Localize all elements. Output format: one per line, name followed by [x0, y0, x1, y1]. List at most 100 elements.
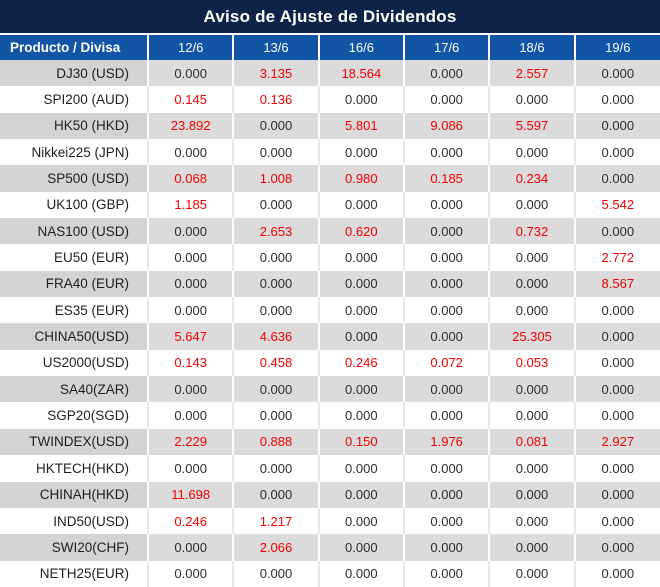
value-cell: 0.000 [402, 560, 490, 587]
value-cell: 0.000 [146, 402, 234, 429]
table-row: DJ30 (USD) 0.000 3.135 18.564 0.000 2.557 0.00… [0, 60, 660, 87]
value-cell: 0.000 [573, 165, 660, 192]
product-cell: HK50 (HKD) [0, 112, 148, 140]
value-cell: 0.888 [232, 428, 319, 456]
value-cell: 0.246 [146, 507, 234, 535]
table-row: SGP20(SGD) 0.000 0.000 0.000 0.000 0.000 0.000 [0, 402, 660, 429]
value-cell: 0.000 [146, 218, 234, 245]
product-cell: SWI20(CHF) [0, 534, 148, 561]
value-cell: 0.000 [146, 60, 234, 87]
product-cell: CHINA50(USD) [0, 323, 148, 350]
value-cell: 0.000 [573, 349, 660, 377]
table-row: US2000(USD) 0.143 0.458 0.246 0.072 0.053 0.00… [0, 349, 660, 377]
value-cell: 0.000 [317, 297, 404, 324]
table-row: SA40(ZAR) 0.000 0.000 0.000 0.000 0.000 0.000 [0, 376, 660, 403]
value-cell: 0.000 [232, 455, 319, 482]
date-column-header: 17/6 [402, 33, 490, 60]
value-cell: 2.229 [146, 428, 234, 456]
product-cell: HKTECH(HKD) [0, 455, 148, 482]
product-cell: IND50(USD) [0, 507, 148, 535]
product-cell: NAS100 (USD) [0, 218, 148, 245]
value-cell: 0.000 [402, 218, 490, 245]
value-cell: 0.000 [402, 60, 490, 87]
value-cell: 0.000 [232, 481, 319, 508]
value-cell: 0.246 [317, 349, 404, 377]
value-cell: 0.000 [232, 112, 319, 140]
value-cell: 0.000 [232, 139, 319, 166]
value-cell: 0.000 [146, 270, 234, 298]
product-cell: SGP20(SGD) [0, 402, 148, 429]
value-cell: 0.000 [402, 455, 490, 482]
value-cell: 5.542 [573, 191, 660, 219]
value-cell: 0.000 [573, 323, 660, 350]
table-row: SWI20(CHF) 0.000 2.066 0.000 0.000 0.000 0.000 [0, 534, 660, 561]
value-cell: 2.927 [573, 428, 660, 456]
value-cell: 0.000 [232, 402, 319, 429]
value-cell: 0.000 [488, 270, 575, 298]
value-cell: 0.000 [573, 139, 660, 166]
value-cell: 0.000 [146, 297, 234, 324]
value-cell: 0.000 [146, 560, 234, 587]
table-row: IND50(USD) 0.246 1.217 0.000 0.000 0.000 0.000 [0, 507, 660, 535]
value-cell: 0.000 [488, 402, 575, 429]
value-cell: 2.066 [232, 534, 319, 561]
value-cell: 0.000 [317, 560, 404, 587]
value-cell: 0.000 [232, 191, 319, 219]
product-column-header: Producto / Divisa [0, 33, 148, 60]
value-cell: 0.136 [232, 86, 319, 113]
product-cell: US2000(USD) [0, 349, 148, 377]
value-cell: 0.000 [232, 376, 319, 403]
value-cell: 0.150 [317, 428, 404, 456]
value-cell: 0.234 [488, 165, 575, 192]
value-cell: 0.000 [402, 507, 490, 535]
value-cell: 0.000 [488, 507, 575, 535]
value-cell: 0.000 [488, 139, 575, 166]
value-cell: 0.000 [317, 481, 404, 508]
product-cell: SPI200 (AUD) [0, 86, 148, 113]
value-cell: 0.000 [402, 139, 490, 166]
value-cell: 0.143 [146, 349, 234, 377]
value-cell: 1.976 [402, 428, 490, 456]
value-cell: 0.000 [146, 376, 234, 403]
value-cell: 0.000 [402, 481, 490, 508]
value-cell: 3.135 [232, 60, 319, 87]
value-cell: 4.636 [232, 323, 319, 350]
value-cell: 23.892 [146, 112, 234, 140]
value-cell: 0.000 [402, 191, 490, 219]
value-cell: 0.000 [573, 455, 660, 482]
value-cell: 0.000 [573, 481, 660, 508]
value-cell: 0.000 [402, 376, 490, 403]
table-row: ES35 (EUR) 0.000 0.000 0.000 0.000 0.000 0.000 [0, 297, 660, 324]
date-column-header: 19/6 [573, 33, 660, 60]
value-cell: 0.072 [402, 349, 490, 377]
table-row: NAS100 (USD) 0.000 2.653 0.620 0.000 0.732 0.0… [0, 218, 660, 245]
table-row: CHINAH(HKD) 11.698 0.000 0.000 0.000 0.000 0.0… [0, 481, 660, 508]
product-cell: UK100 (GBP) [0, 191, 148, 219]
value-cell: 0.000 [317, 507, 404, 535]
value-cell: 0.000 [573, 560, 660, 587]
product-cell: CHINAH(HKD) [0, 481, 148, 508]
value-cell: 0.000 [573, 376, 660, 403]
date-column-header: 16/6 [317, 33, 404, 60]
product-cell: EU50 (EUR) [0, 244, 148, 271]
product-cell: ES35 (EUR) [0, 297, 148, 324]
value-cell: 0.000 [488, 455, 575, 482]
value-cell: 5.801 [317, 112, 404, 140]
value-cell: 0.000 [573, 218, 660, 245]
table-row: EU50 (EUR) 0.000 0.000 0.000 0.000 0.000 2.772 [0, 244, 660, 271]
value-cell: 0.000 [402, 297, 490, 324]
value-cell: 0.620 [317, 218, 404, 245]
date-column-header: 13/6 [232, 33, 319, 60]
value-cell: 0.000 [488, 297, 575, 324]
value-cell: 0.732 [488, 218, 575, 245]
value-cell: 0.053 [488, 349, 575, 377]
value-cell: 0.000 [573, 534, 660, 561]
value-cell: 0.000 [232, 244, 319, 271]
date-column-header: 18/6 [488, 33, 575, 60]
value-cell: 0.000 [146, 244, 234, 271]
value-cell: 0.000 [317, 323, 404, 350]
value-cell: 0.000 [402, 323, 490, 350]
value-cell: 0.000 [232, 560, 319, 587]
value-cell: 9.086 [402, 112, 490, 140]
value-cell: 0.000 [573, 60, 660, 87]
